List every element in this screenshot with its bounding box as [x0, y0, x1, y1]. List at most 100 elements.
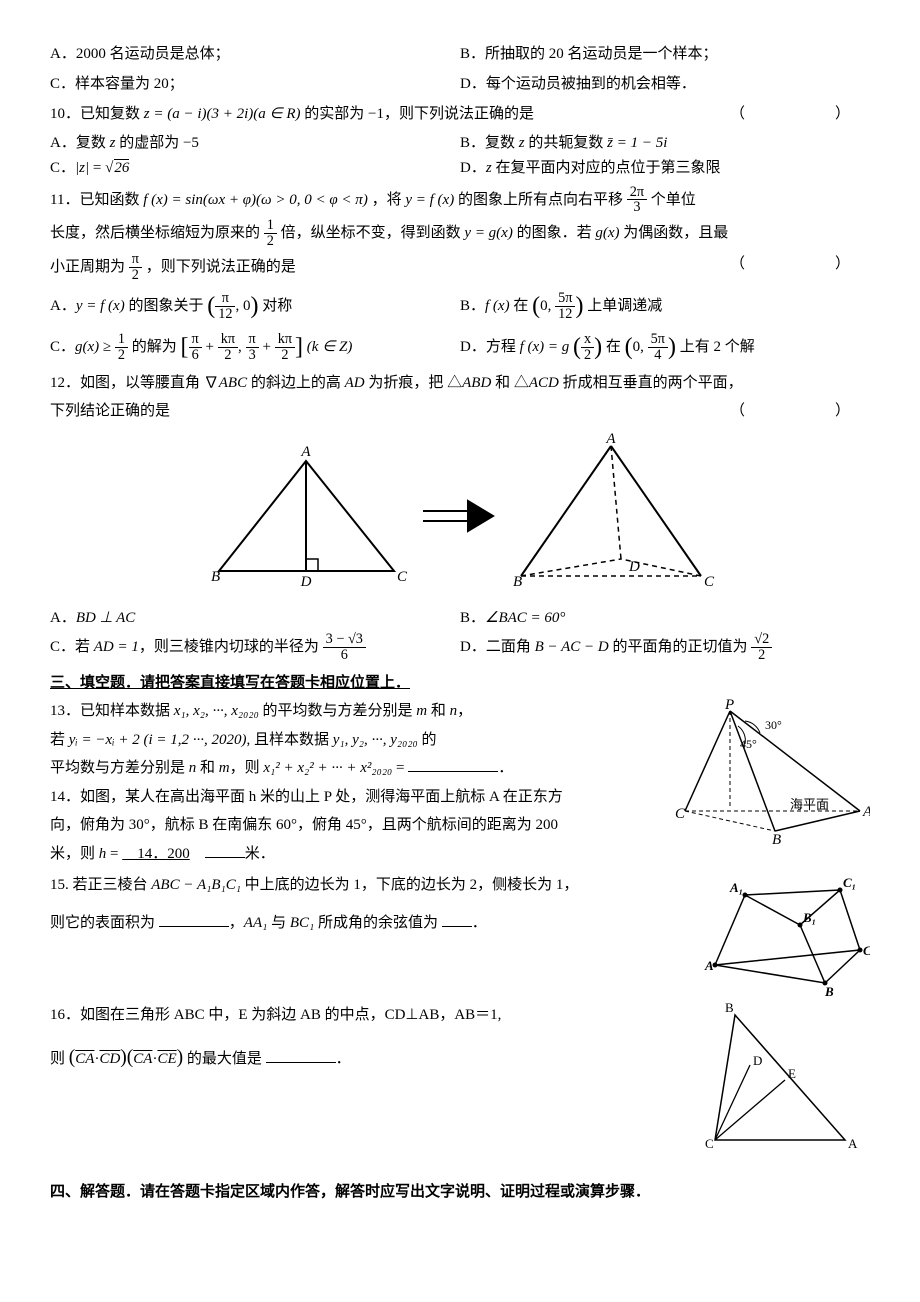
q15-l1a: 15. 若正三棱台 [50, 877, 151, 893]
q10-c-pre: C． [50, 160, 75, 176]
q12-d-pre: D．二面角 [460, 639, 535, 655]
q11-ygx: y = g(x) [464, 225, 512, 241]
q11-a-pt: , 0 [235, 298, 250, 314]
q11-d-argn: x [581, 332, 594, 348]
q13-l3m: m [219, 760, 230, 776]
q10-stem-a: 10．已知复数 [50, 106, 144, 122]
q10-row1: A．复数 z 的虚部为 −5 B．复数 z 的共轭复数 z̄ = 1 − 5i [50, 131, 870, 157]
q14-l3b: 米． [245, 846, 275, 862]
q11-c-sep: , [238, 339, 246, 355]
q10-a-mid: 的虚部为 [115, 135, 183, 151]
q12-arrow-icon [418, 441, 498, 591]
q11-c-gx: g(x) ≥ [75, 339, 115, 355]
q11-c-l1d: 6 [189, 348, 202, 363]
q12-c-mid: ，则三棱锥内切球的半径为 [139, 639, 323, 655]
fig-q14: P A B C 30° 45° 海平面 [670, 696, 870, 846]
q11-s2a: 长度，然后横坐标缩短为原来的 [50, 225, 264, 241]
q12-se: 折成相互垂直的两个平面， [559, 375, 743, 391]
q12-l-b: B [211, 569, 220, 585]
q10-option-d: D．z 在复平面内对应的点位于第三象限 [460, 156, 870, 182]
q13-l1c: 和 [427, 703, 450, 719]
q12-r-a: A [606, 431, 617, 447]
q11-period-frac: π2 [129, 252, 142, 283]
fig14-c: C [675, 806, 686, 822]
q10-d-pre: D． [460, 160, 486, 176]
q11-b-den: 12 [555, 307, 575, 322]
q11-a-num: π [215, 291, 235, 307]
q12-right-tetra: A B C D [501, 431, 721, 591]
q12-option-c: C．若 AD = 1，则三棱锥内切球的半径为 3 − √36 [50, 632, 460, 663]
fig15-b: B [824, 984, 834, 999]
fig14-sea: 海平面 [790, 797, 829, 812]
q10-row2: C．|z| = √26 D．z 在复平面内对应的点位于第三象限 [50, 156, 870, 182]
q12-b-expr: ∠BAC = 60° [485, 610, 565, 626]
q15-l2a: 则它的表面积为 [50, 915, 159, 931]
q13-l1m: m [416, 703, 427, 719]
q11-paren: （ ） [730, 252, 870, 278]
q11-c-hden: 2 [115, 348, 128, 363]
q12-c-pre: C．若 [50, 639, 94, 655]
q11-option-a: A．y = f (x) 的图象关于 (π12, 0) 对称 [50, 286, 460, 327]
q11-s2d: 为偶函数，且最 [623, 225, 728, 241]
q11-option-d: D．方程 f (x) = g (x2) 在 (0, 5π4) 上有 2 个解 [460, 327, 870, 368]
q11-a-den: 12 [215, 307, 235, 322]
q11-option-c: C．g(x) ≥ 12 的解为 [π6 + kπ2, π3 + kπ2] (k … [50, 327, 460, 368]
q11-c-k2n: kπ [275, 332, 295, 348]
q11-s1b: ，将 [372, 191, 406, 207]
q12-c-num: 3 − √3 [323, 632, 366, 648]
q9-option-d: D．每个运动员被抽到的机会相等． [460, 72, 870, 98]
q12-d-num: √2 [751, 632, 772, 648]
q13-l3b: 和 [196, 760, 219, 776]
q10-b-val: = 1 − 5i [613, 135, 667, 151]
q11-d-inta: 0, [633, 339, 648, 355]
q16-blank [266, 1047, 336, 1063]
q11-s2c: 的图象．若 [517, 225, 596, 241]
q11-row1: A．y = f (x) 的图象关于 (π12, 0) 对称 B．f (x) 在 … [50, 286, 870, 327]
q12-tri: ABC [219, 375, 247, 391]
q15-l1b: 中上底的边长为 1，下底的边长为 2，侧棱长为 1， [241, 877, 579, 893]
fig16-e: E [788, 1066, 796, 1081]
fig-q15: A B C A₁ B₁ C₁ [680, 870, 870, 1000]
q11-d-end: 上有 2 个解 [680, 339, 755, 355]
q11-c-k1d: 2 [218, 348, 238, 363]
q15-bc1: BC₁ [290, 915, 314, 931]
q12-s2: 下列结论正确的是 [50, 403, 170, 419]
q14-l3a: 米，则 [50, 846, 99, 862]
q12-b-pre: B． [460, 610, 485, 626]
q11-d-mid: 在 [606, 339, 625, 355]
q11-a-mid: 的图象关于 [125, 298, 208, 314]
fig14-p: P [724, 697, 734, 713]
q12-option-d: D．二面角 B − AC − D 的平面角的正切值为 √22 [460, 632, 870, 663]
q15-blank1 [159, 911, 229, 927]
q11-a-end: 对称 [262, 298, 292, 314]
q11-s1d: 个单位 [651, 191, 696, 207]
fig14-30: 30° [765, 718, 782, 732]
section-4-title: 四、解答题．请在答题卡指定区域内作答，解答时应写出文字说明、证明过程或演算步骤． [50, 1180, 870, 1206]
q11-c-mid: 的解为 [132, 339, 181, 355]
q11-option-b: B．f (x) 在 (0, 5π12) 上单调递减 [460, 286, 870, 327]
q11-shift-frac: 2π3 [627, 185, 647, 216]
q11-a-fx: y = f (x) [76, 298, 125, 314]
q11-a-pre: A． [50, 298, 76, 314]
q11-d-argd: 2 [581, 348, 594, 363]
q14-blank [205, 842, 245, 858]
q13-l1b: 的平均数与方差分别是 [259, 703, 417, 719]
q16-l2b: 的最大值是 [187, 1051, 266, 1067]
q12-acd: ACD [529, 375, 559, 391]
q15-l2e: ． [472, 915, 487, 931]
q11-d-pre: D．方程 [460, 339, 520, 355]
q11-half-den: 2 [264, 234, 277, 249]
fig15-a: A [704, 958, 714, 973]
q11-shift-den: 3 [627, 200, 647, 215]
q11-c-l1n: π [189, 332, 202, 348]
q12-l-a: A [300, 444, 311, 460]
q10-b-mid: 的共轭复数 [525, 135, 608, 151]
q12-option-a: A．BD ⊥ AC [50, 606, 460, 632]
q15-blank2 [442, 911, 472, 927]
q11-s1c: 的图象上所有点向右平移 [458, 191, 627, 207]
q12-d-mid: 的平面角的正切值为 [609, 639, 752, 655]
q11-c-kz: (k ∈ Z) [307, 339, 353, 355]
q12-row1: A．BD ⊥ AC B．∠BAC = 60° [50, 606, 870, 632]
q13-l2y: yᵢ = −xᵢ + 2 (i = 1,2 ···, 2020) [69, 732, 247, 748]
q13-l3eq: = [392, 760, 408, 776]
